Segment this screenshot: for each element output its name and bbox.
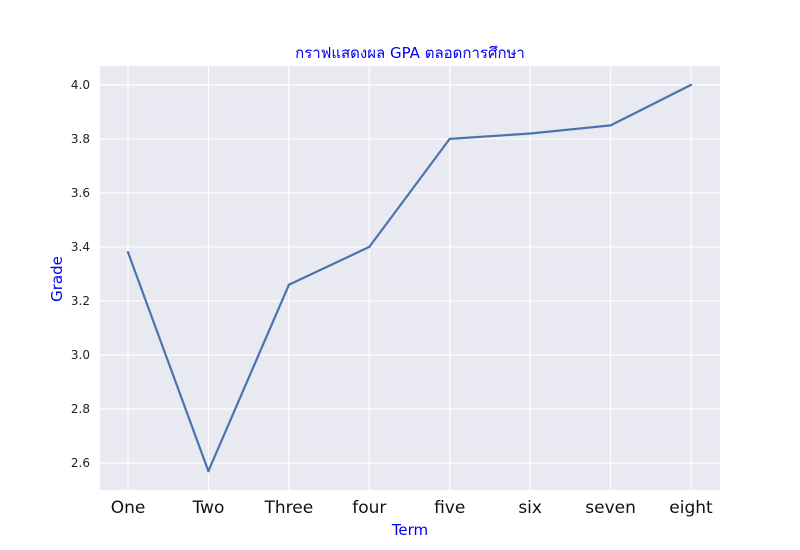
- x-tick-label: seven: [585, 498, 636, 518]
- data-point: [287, 283, 291, 286]
- data-point: [126, 251, 130, 254]
- y-axis-label: Grade: [48, 256, 66, 302]
- series-line: [126, 83, 692, 473]
- y-tick-label: 3.2: [71, 294, 90, 308]
- x-axis-label: Term: [391, 521, 428, 539]
- y-tick-label: 2.6: [71, 456, 90, 470]
- data-point: [528, 132, 532, 135]
- data-point: [448, 137, 451, 141]
- data-point: [368, 245, 371, 249]
- x-tick-label: One: [111, 498, 146, 518]
- plot-area: [100, 66, 720, 490]
- data-point: [207, 469, 210, 473]
- data-point: [689, 83, 693, 87]
- y-tick-label: 4.0: [71, 78, 90, 92]
- x-tick-label: four: [352, 498, 386, 518]
- x-tick-label: Three: [264, 498, 314, 518]
- y-tick-label: 2.8: [71, 402, 90, 416]
- y-tick-label: 3.6: [71, 186, 90, 200]
- x-tick-label: five: [434, 498, 465, 518]
- y-tick-label: 3.4: [71, 240, 90, 254]
- y-axis-ticks: 2.6 2.8 3.0 3.2 3.4 3.6 3.8 4.0: [71, 78, 90, 470]
- y-tick-label: 3.8: [71, 132, 90, 146]
- x-tick-label: six: [518, 498, 542, 518]
- chart-title: กราฟแสดงผล GPA ตลอดการศึกษา: [295, 44, 525, 62]
- data-point: [609, 124, 612, 127]
- series-layer: [126, 83, 693, 473]
- grid-lines: [100, 66, 720, 490]
- x-tick-label: eight: [669, 498, 713, 518]
- x-tick-label: Two: [191, 498, 224, 518]
- x-axis-ticks: One Two Three four five six seven eight: [111, 498, 713, 518]
- y-tick-label: 3.0: [71, 348, 90, 362]
